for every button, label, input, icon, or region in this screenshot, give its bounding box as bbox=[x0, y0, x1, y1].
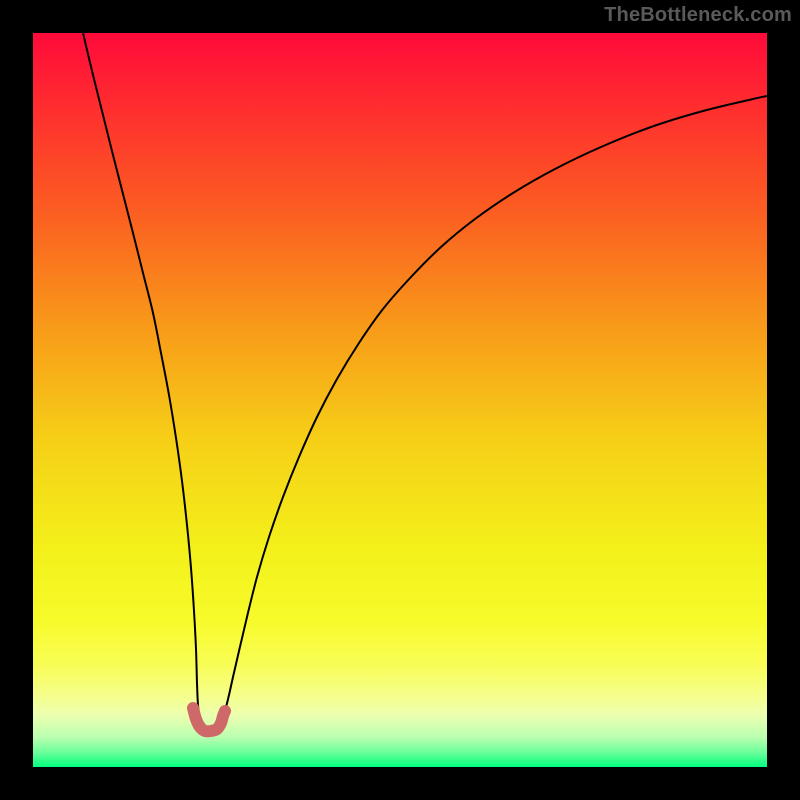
chart-svg bbox=[33, 33, 767, 767]
chart-frame: TheBottleneck.com bbox=[0, 0, 800, 800]
watermark-text: TheBottleneck.com bbox=[604, 4, 792, 27]
minimum-marker bbox=[193, 708, 225, 731]
plot-area bbox=[33, 33, 767, 767]
bottleneck-curve bbox=[83, 33, 767, 729]
